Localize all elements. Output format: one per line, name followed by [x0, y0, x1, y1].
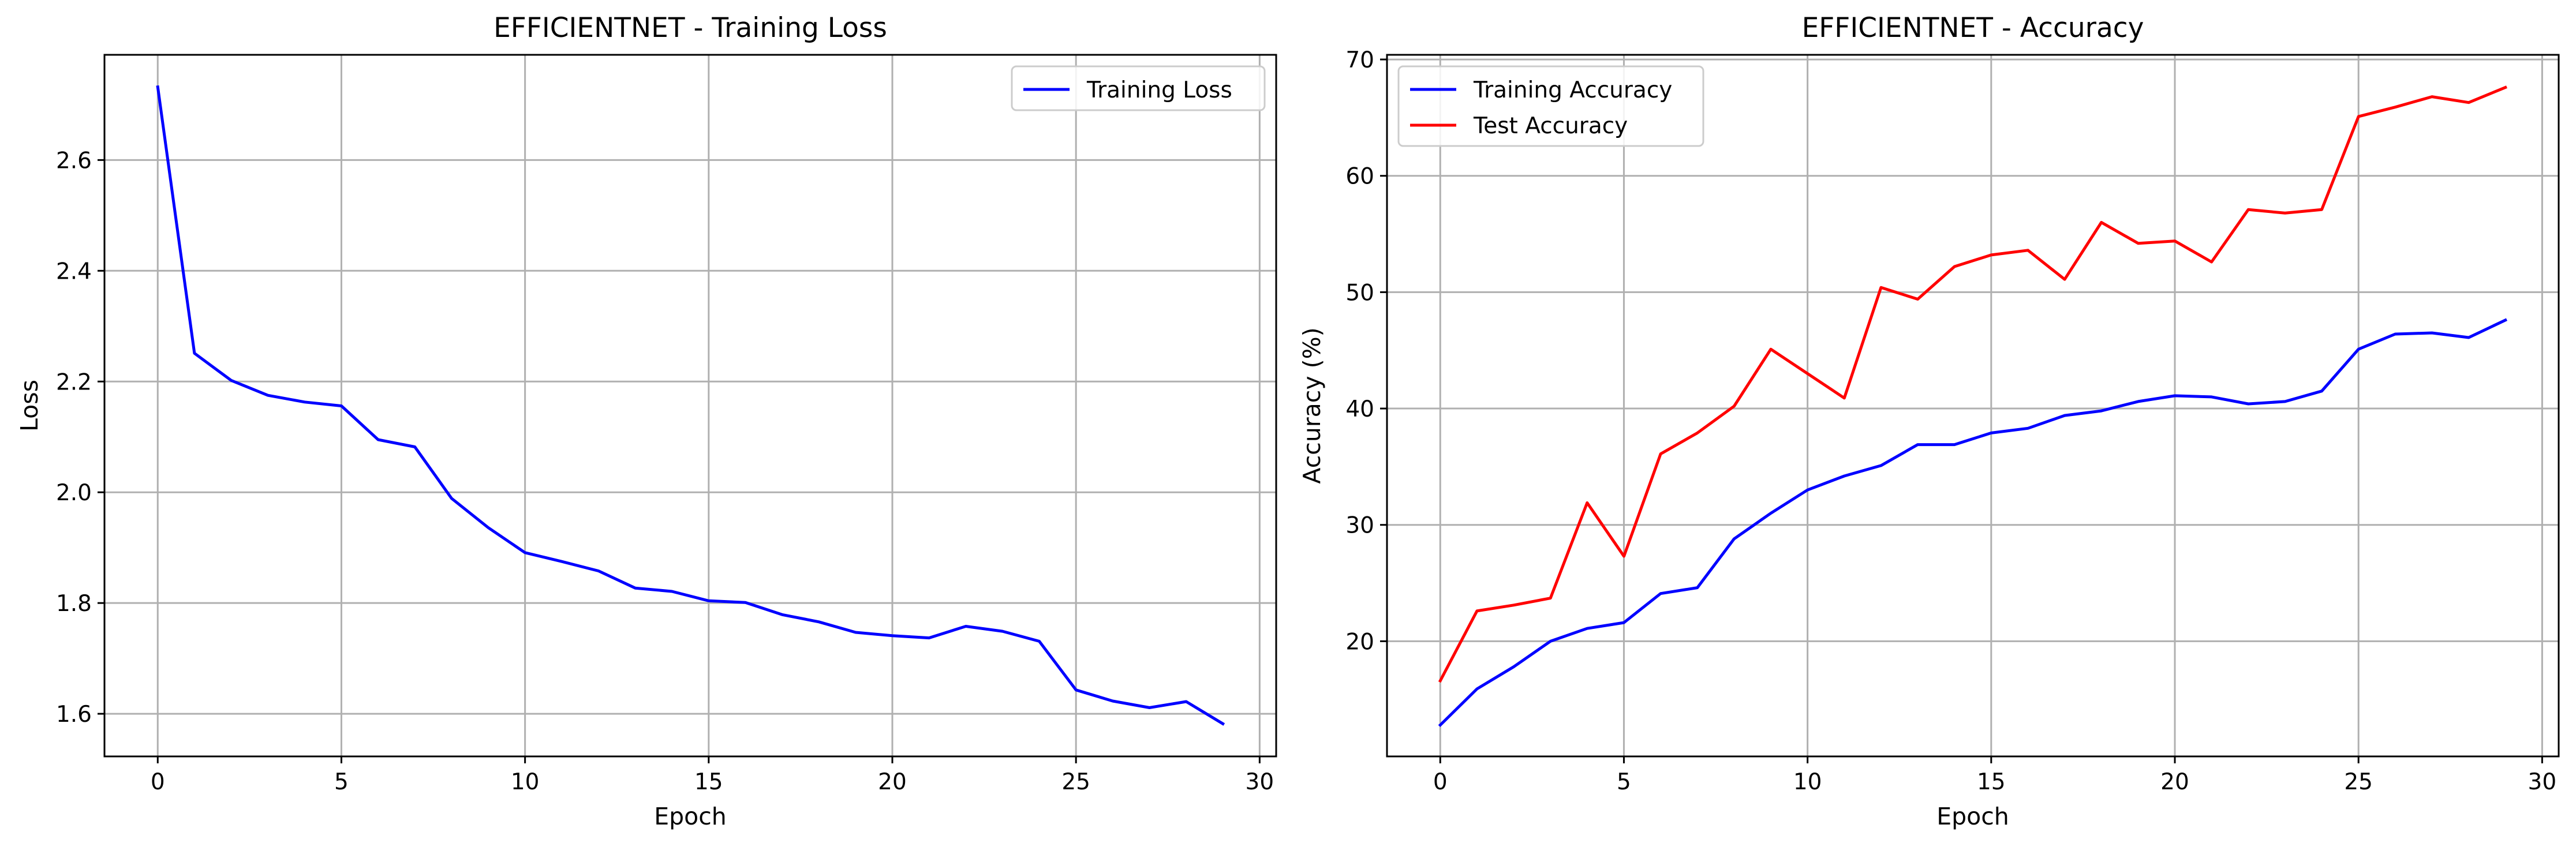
- accuracy-chart-legend-label-0: Training Accuracy: [1473, 77, 1672, 103]
- loss-chart-y-tick-label: 1.8: [56, 591, 92, 617]
- accuracy-chart: EFFICIENTNET - Accuracy Epoch Accuracy (…: [1298, 12, 2560, 830]
- loss-chart-x-tick-label: 20: [878, 769, 907, 795]
- accuracy-chart-legend-label-1: Test Accuracy: [1473, 113, 1628, 139]
- loss-chart-x-tick-label: 15: [694, 769, 723, 795]
- accuracy-chart-x-axis-label: Epoch: [1936, 803, 2009, 830]
- loss-chart-plot-frame: [103, 54, 1277, 758]
- loss-chart-series-line-0: [156, 85, 1225, 726]
- accuracy-chart-y-tick-label: 30: [1345, 513, 1374, 539]
- accuracy-chart-x-tick-label: 25: [2344, 769, 2373, 795]
- accuracy-chart-x-tick-label: 20: [2160, 769, 2189, 795]
- loss-chart-y-tick-label: 2.6: [56, 148, 92, 174]
- loss-chart-x-tick-label: 25: [1061, 769, 1090, 795]
- loss-chart-legend-label-0: Training Loss: [1086, 77, 1232, 103]
- loss-chart-y-tick-label: 1.6: [56, 702, 92, 728]
- loss-chart-y-axis-label: Loss: [16, 380, 43, 432]
- loss-chart-y-tick-label: 2.0: [56, 480, 92, 506]
- accuracy-chart-x-tick-label: 15: [1977, 769, 2006, 795]
- loss-chart-y-tick-label: 2.2: [56, 369, 92, 395]
- loss-chart-x-axis-label: Epoch: [654, 803, 727, 830]
- loss-chart-x-tick-label: 0: [151, 769, 165, 795]
- accuracy-chart-series-line-0: [1438, 318, 2508, 728]
- loss-chart-legend-box: [1011, 65, 1266, 111]
- accuracy-chart-x-tick-label: 30: [2528, 769, 2557, 795]
- accuracy-chart-title: EFFICIENTNET - Accuracy: [1802, 12, 2144, 44]
- accuracy-chart-legend-box: [1397, 65, 1704, 147]
- accuracy-chart-series-line-1: [1438, 85, 2507, 683]
- accuracy-chart-x-tick-label: 0: [1433, 769, 1448, 795]
- accuracy-chart-y-axis-label: Accuracy (%): [1298, 327, 1326, 484]
- accuracy-chart-x-tick-label: 5: [1617, 769, 1631, 795]
- accuracy-chart-y-tick-label: 20: [1345, 629, 1374, 655]
- loss-chart-y-tick-label: 2.4: [56, 258, 92, 284]
- accuracy-chart-y-tick-label: 70: [1345, 47, 1374, 73]
- loss-chart: EFFICIENTNET - Training Loss Epoch Loss …: [16, 12, 1277, 830]
- accuracy-chart-x-tick-label: 10: [1793, 769, 1822, 795]
- loss-chart-x-tick-label: 30: [1246, 769, 1274, 795]
- accuracy-chart-y-tick-label: 40: [1345, 396, 1374, 422]
- loss-chart-x-tick-label: 5: [334, 769, 349, 795]
- accuracy-chart-plot-frame: [1386, 54, 2560, 758]
- loss-chart-x-tick-label: 10: [511, 769, 540, 795]
- loss-chart-title: EFFICIENTNET - Training Loss: [493, 12, 887, 44]
- accuracy-chart-y-tick-label: 50: [1345, 280, 1374, 306]
- accuracy-chart-y-tick-label: 60: [1345, 164, 1374, 190]
